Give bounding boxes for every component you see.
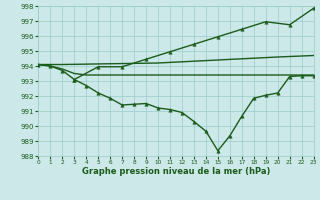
X-axis label: Graphe pression niveau de la mer (hPa): Graphe pression niveau de la mer (hPa) bbox=[82, 167, 270, 176]
